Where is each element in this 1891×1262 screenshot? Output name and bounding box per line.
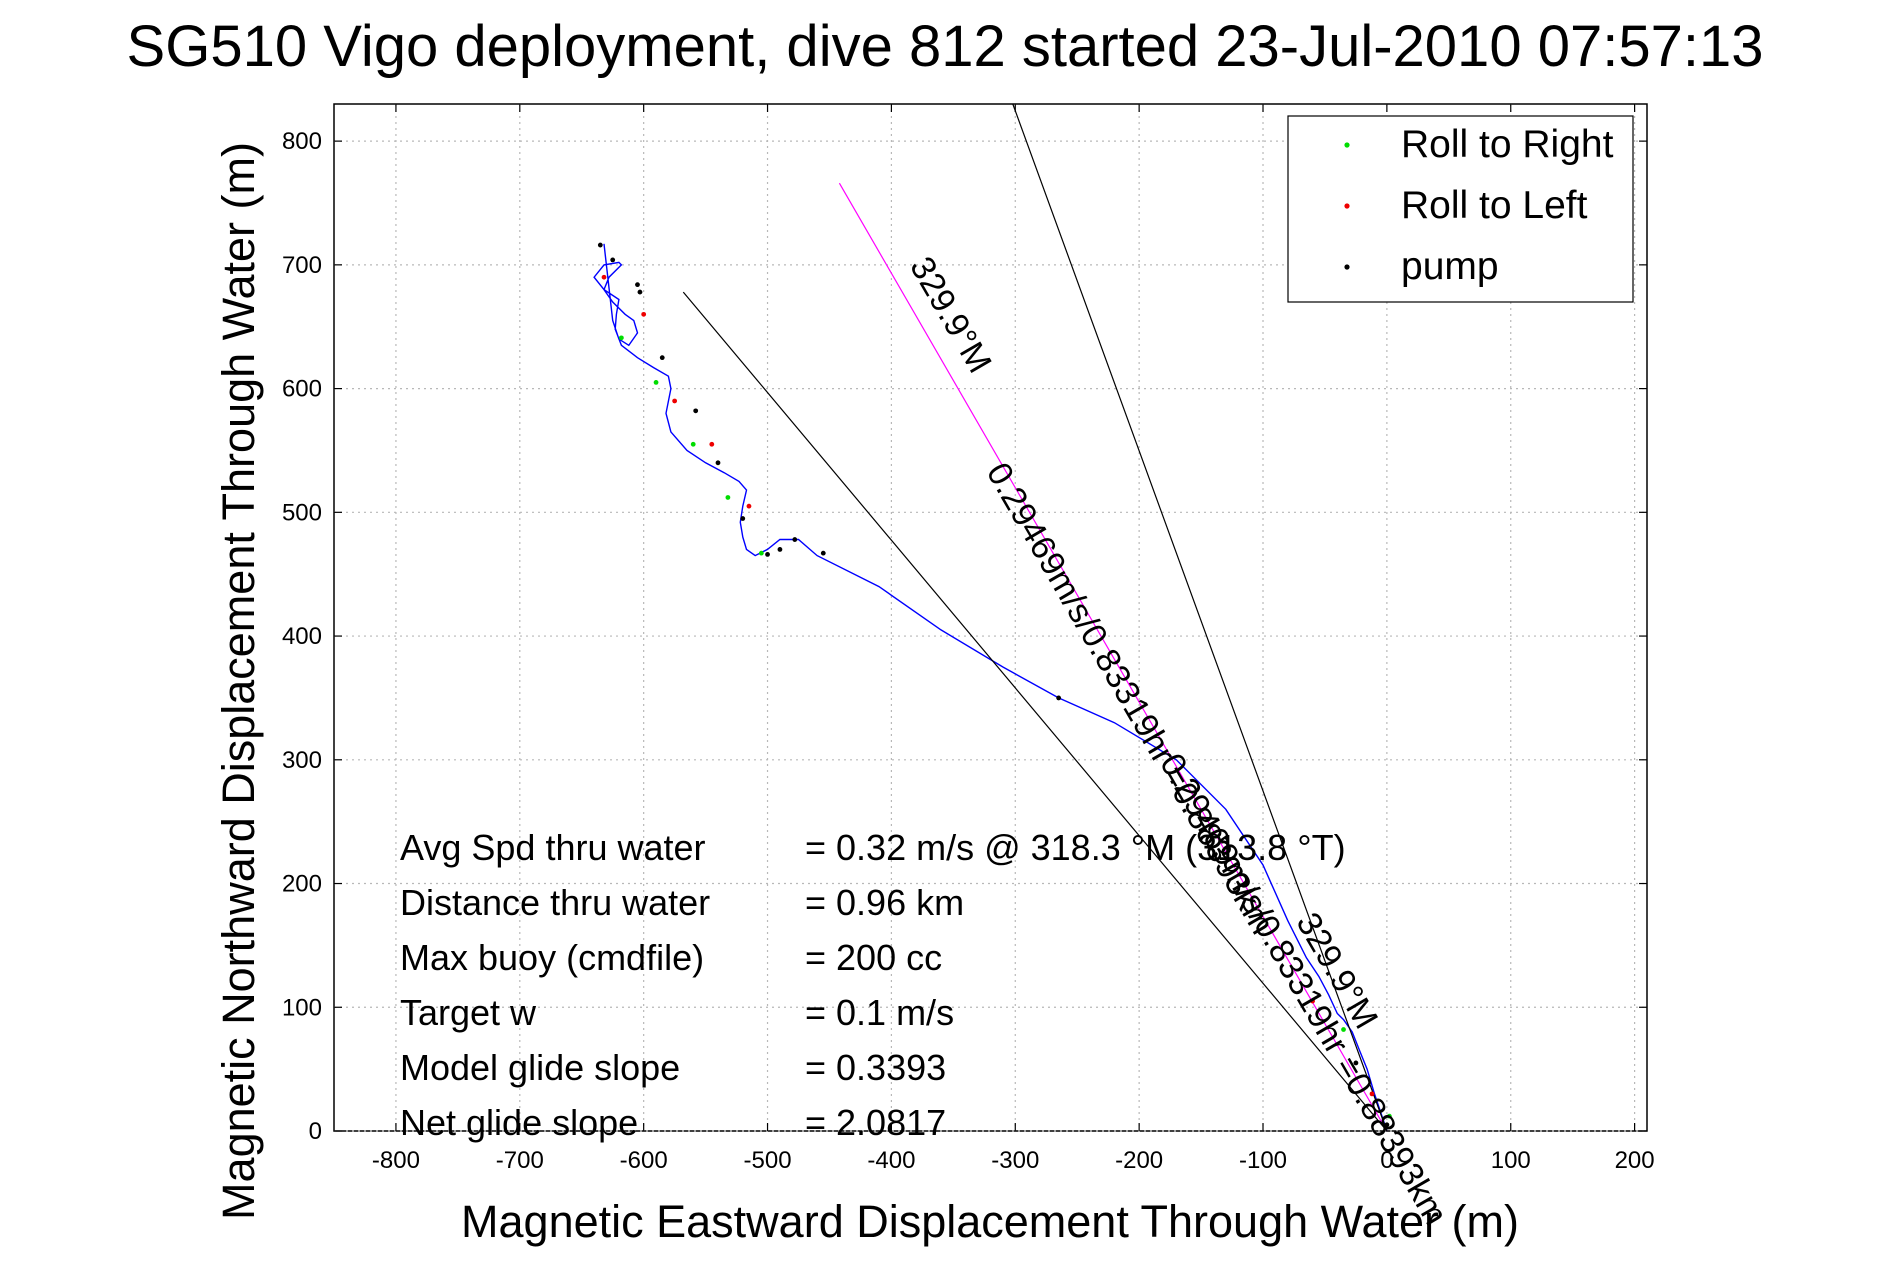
legend-marker	[1344, 203, 1350, 209]
y-tick-label: 400	[282, 623, 322, 650]
legend-marker	[1344, 142, 1350, 148]
pump-point	[1353, 1060, 1359, 1066]
pump-point	[610, 257, 616, 263]
legend-marker	[1344, 264, 1350, 270]
pump-point	[1384, 1122, 1390, 1128]
x-tick-label: -400	[867, 1147, 915, 1174]
stat-value: = 2.0817	[805, 1102, 946, 1143]
chart-title: SG510 Vigo deployment, dive 812 started …	[127, 14, 1764, 79]
roll-right-point	[1386, 1113, 1392, 1119]
heading-line	[838, 182, 1388, 1132]
pump-point	[792, 537, 798, 542]
roll-left-point	[1369, 1091, 1375, 1097]
track-line	[593, 243, 1388, 1132]
y-tick-label: 300	[282, 747, 322, 774]
x-tick-label: 200	[1615, 1147, 1655, 1174]
stat-value: = 0.96 km	[805, 882, 964, 923]
x-tick-label: -500	[744, 1147, 792, 1174]
roll-right-point	[1341, 1027, 1346, 1032]
roll-left-point	[746, 503, 752, 509]
legend: Roll to Right Roll to Left pump	[1287, 115, 1634, 303]
stat-label: Avg Spd thru water	[400, 827, 706, 868]
roll-left-point	[641, 311, 647, 317]
x-tick-label: -200	[1115, 1147, 1163, 1174]
x-tick-label: -600	[620, 1147, 668, 1174]
stat-value: = 0.3393	[805, 1047, 946, 1088]
y-tick-label: 700	[282, 252, 322, 279]
y-axis-label: Magnetic Northward Displacement Through …	[213, 142, 264, 1220]
bound-line	[1012, 103, 1388, 1132]
roll-right-point	[653, 380, 659, 385]
y-tick-label: 600	[282, 376, 322, 403]
pump-point	[765, 551, 770, 557]
stats-block: Avg Spd thru water = 0.32 m/s @ 318.3 °M …	[400, 827, 1346, 1143]
pump-point	[597, 242, 603, 248]
y-tick-label: 500	[282, 499, 322, 526]
legend-entry: Roll to Right	[1401, 123, 1614, 166]
roll-left-point	[672, 398, 678, 404]
stat-label: Net glide slope	[400, 1102, 638, 1143]
x-tick-label: -700	[496, 1147, 544, 1174]
roll-left-point	[1310, 998, 1315, 1004]
roll-right-point	[758, 550, 764, 556]
bound-line	[682, 291, 1388, 1132]
y-tick-label: 0	[309, 1118, 322, 1145]
x-tick-label: -300	[991, 1147, 1039, 1174]
pump-point	[693, 408, 699, 414]
y-tick-label: 800	[282, 128, 322, 155]
stat-label: Max buoy (cmdfile)	[400, 937, 704, 978]
pump-point	[820, 550, 826, 556]
y-tick-label: 200	[282, 871, 322, 898]
series-layer	[593, 103, 1388, 1132]
x-axis-label: Magnetic Eastward Displacement Through W…	[461, 1196, 1519, 1247]
roll-right-point	[618, 335, 624, 341]
stat-value: = 200 cc	[805, 937, 942, 978]
pump-point	[635, 282, 640, 288]
roll-left-point	[709, 441, 715, 447]
roll-right-point	[725, 495, 731, 500]
stat-label: Target w	[400, 992, 537, 1033]
x-tick-label: 100	[1491, 1147, 1531, 1174]
x-tick-label: -100	[1239, 1147, 1287, 1174]
roll-right-point	[690, 441, 696, 447]
pump-point	[777, 547, 783, 552]
stat-label: Distance thru water	[400, 882, 710, 923]
pump-point	[715, 460, 721, 466]
roll-left-point	[601, 274, 607, 280]
x-tick-label: 0	[1380, 1147, 1393, 1174]
legend-entry: pump	[1401, 245, 1499, 288]
stat-label: Model glide slope	[400, 1047, 680, 1088]
x-tick-label: -800	[372, 1147, 420, 1174]
y-axis-ticks: 0 100 200 300 400 500 600 700 800	[282, 128, 1647, 1145]
pump-point	[1056, 695, 1062, 701]
markers-layer	[597, 242, 1392, 1128]
y-tick-label: 100	[282, 994, 322, 1021]
pump-point	[659, 355, 665, 361]
pump-point	[637, 289, 643, 295]
x-axis-ticks: -800 -700 -600 -500 -400 -300 -200 -100 0 100 200	[372, 104, 1655, 1174]
legend-entry: Roll to Left	[1401, 184, 1588, 227]
stat-value: = 0.1 m/s	[805, 992, 954, 1033]
stat-value: = 0.32 m/s @ 318.3 °M (313.8 °T)	[805, 827, 1346, 868]
pump-point	[740, 516, 746, 521]
